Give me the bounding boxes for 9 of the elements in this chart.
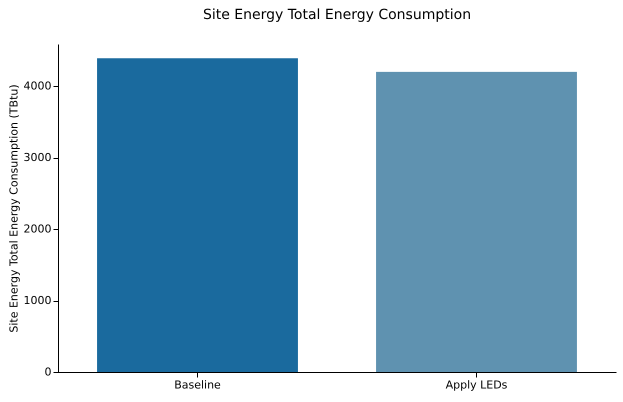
x-tick-label: Apply LEDs bbox=[446, 378, 508, 392]
y-axis-title: Site Energy Total Energy Consumption (TBtu) bbox=[8, 84, 21, 333]
y-tick-label: 2000 bbox=[24, 222, 52, 236]
x-tick-label: Baseline bbox=[174, 378, 222, 392]
y-tick-label: 3000 bbox=[24, 151, 52, 164]
y-tick-label: 0 bbox=[44, 366, 52, 378]
chart-title: Site Energy Total Energy Consumption bbox=[202, 7, 472, 23]
y-tick-label: 4000 bbox=[24, 80, 52, 93]
y-tick-label: 1000 bbox=[24, 294, 52, 308]
